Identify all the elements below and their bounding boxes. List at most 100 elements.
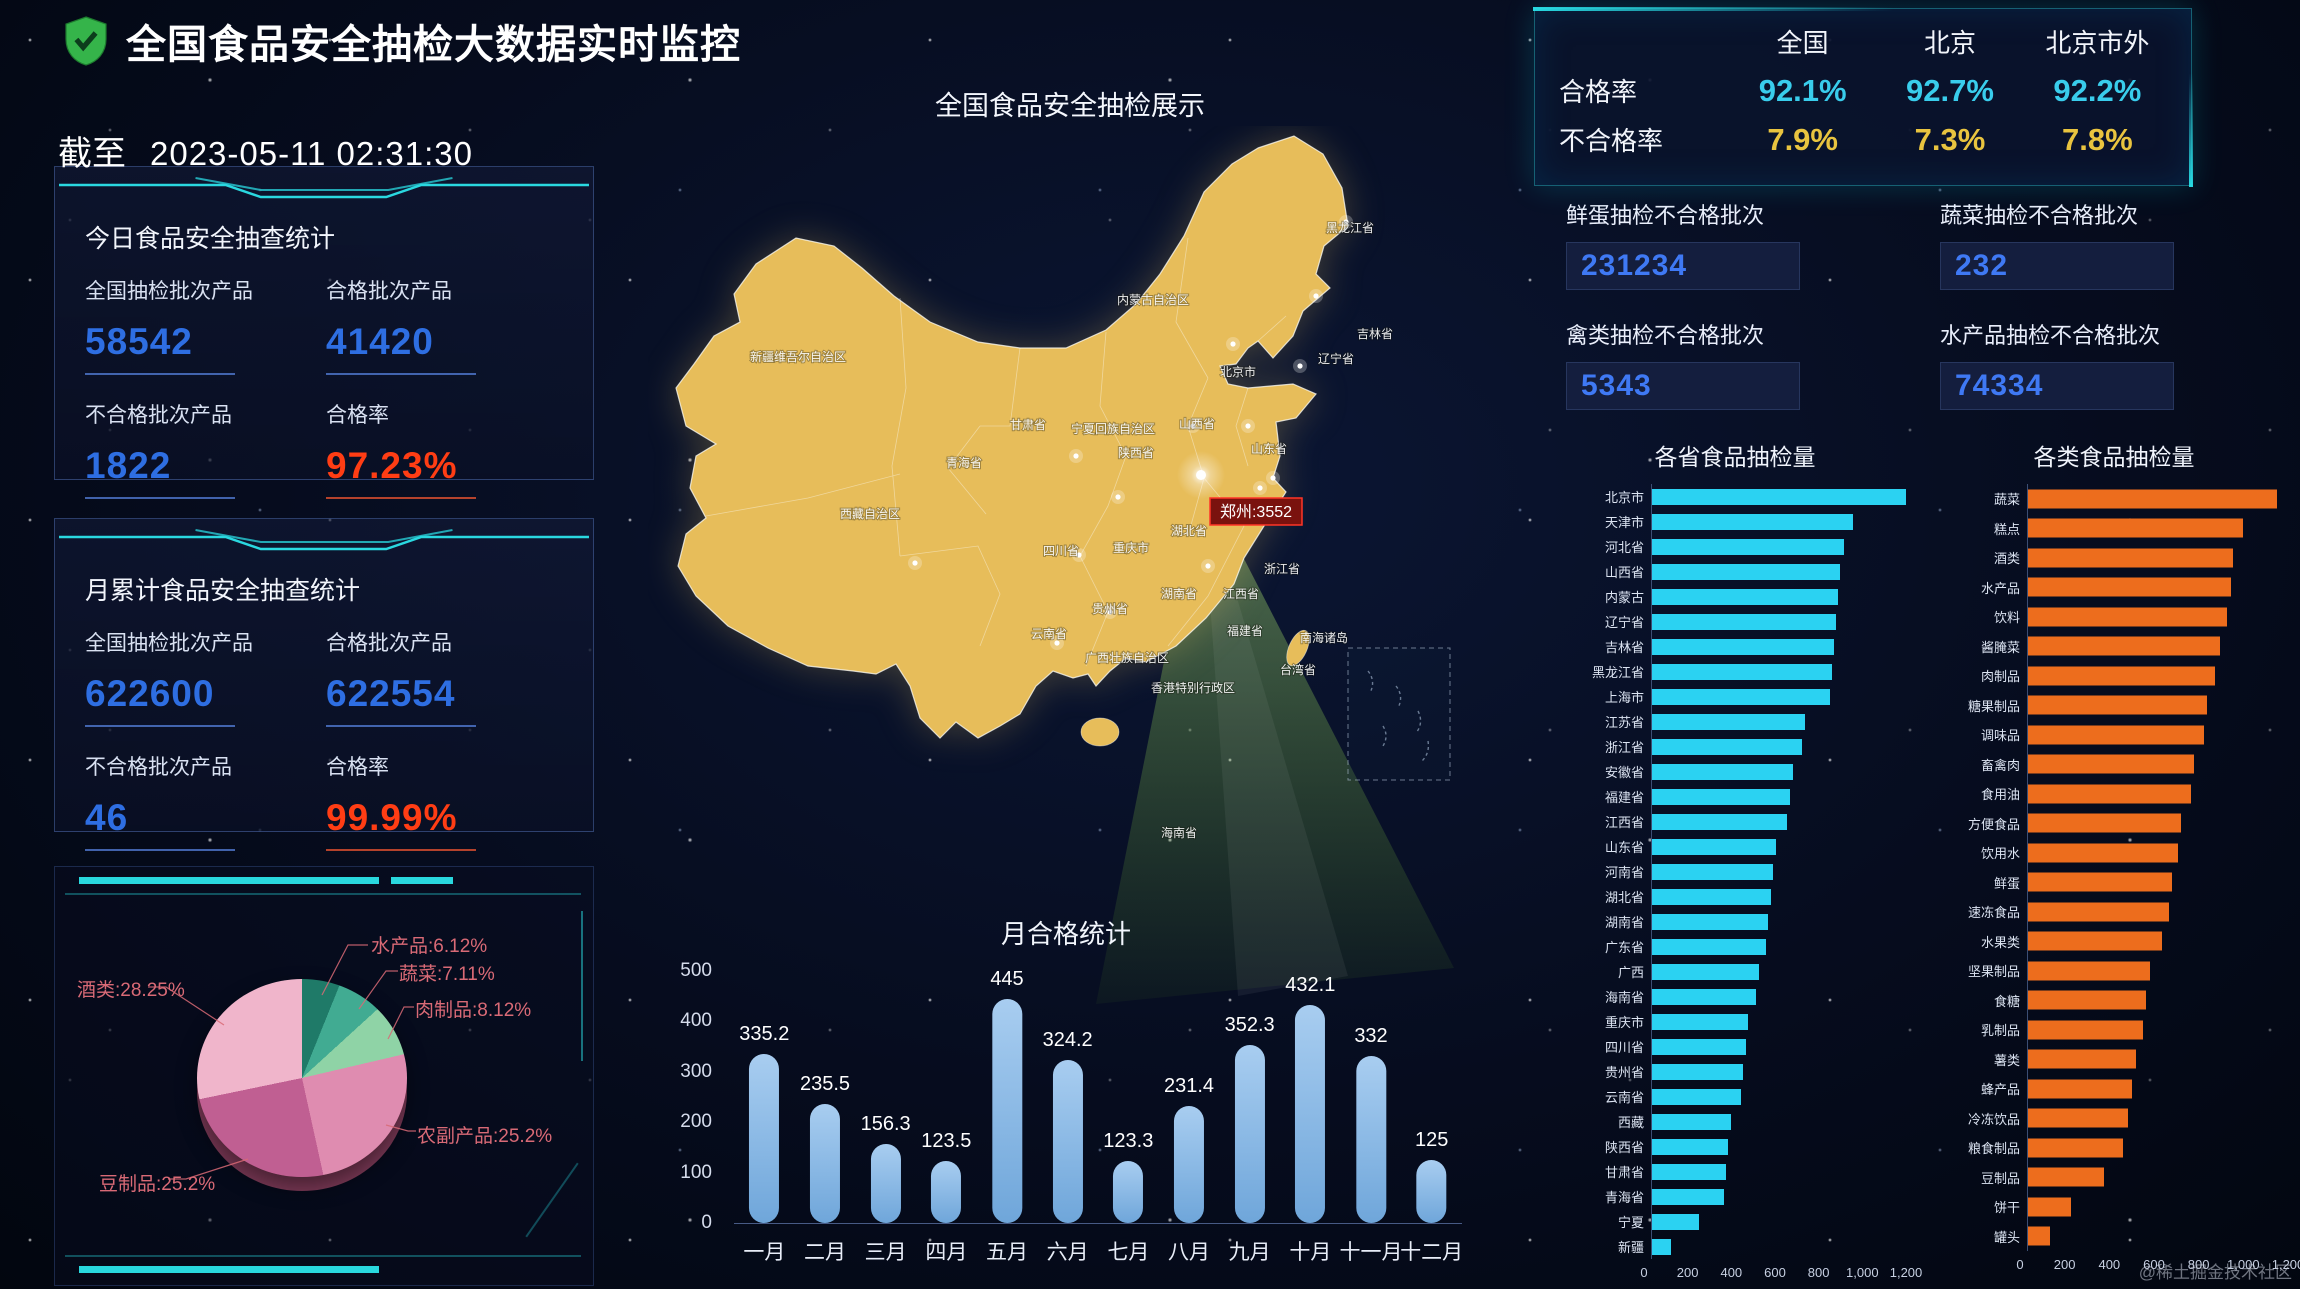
hbar[interactable]: [1652, 688, 1830, 705]
hbar-row[interactable]: 饮用水: [1940, 838, 2288, 868]
hbar-row[interactable]: 调味品: [1940, 720, 2288, 750]
hbar[interactable]: [2028, 695, 2207, 715]
month-bar[interactable]: 156.3: [861, 1113, 911, 1223]
bar[interactable]: [1174, 1106, 1204, 1223]
bar[interactable]: [810, 1104, 840, 1223]
bar[interactable]: [1052, 1059, 1083, 1223]
month-bar[interactable]: 352.3: [1225, 1014, 1275, 1223]
month-bar[interactable]: 125: [1415, 1129, 1448, 1223]
bar[interactable]: [1295, 1005, 1326, 1223]
hbar[interactable]: [2028, 843, 2178, 863]
hbar-row[interactable]: 方便食品: [1940, 808, 2288, 838]
hbar[interactable]: [2028, 961, 2151, 981]
hbar[interactable]: [1652, 963, 1759, 980]
hbar-row[interactable]: 广东省: [1564, 934, 1906, 959]
month-bar[interactable]: 123.3: [1103, 1130, 1153, 1223]
hbar[interactable]: [1652, 563, 1841, 580]
hbar-row[interactable]: 粮食制品: [1940, 1133, 2288, 1163]
bar[interactable]: [931, 1160, 962, 1223]
food-type-sampling-bar-chart[interactable]: 各类食品抽检量 蔬菜 糕点 酒类 水产品 饮料 酱腌菜 肉制品 糖果制品 调味品 畜禽肉 食用油 方便…: [1940, 438, 2300, 1279]
bar[interactable]: [1356, 1055, 1386, 1223]
hbar-row[interactable]: 冷冻饮品: [1940, 1103, 2288, 1133]
hbar-row[interactable]: 鲜蛋: [1940, 867, 2288, 897]
hbar-row[interactable]: 水产品: [1940, 572, 2288, 602]
bar[interactable]: [749, 1054, 780, 1223]
hbar[interactable]: [1652, 1013, 1749, 1030]
hbar-row[interactable]: 宁夏: [1564, 1209, 1906, 1234]
hbar-row[interactable]: 河南省: [1564, 859, 1906, 884]
hbar[interactable]: [2028, 1138, 2124, 1158]
hbar-row[interactable]: 江苏省: [1564, 709, 1906, 734]
hbar[interactable]: [2028, 1197, 2072, 1217]
hbar-row[interactable]: 天津市: [1564, 509, 1906, 534]
hbar-row[interactable]: 新疆: [1564, 1234, 1906, 1259]
month-bar[interactable]: 335.2: [739, 1023, 789, 1223]
monthly-pass-bar-chart[interactable]: 月合格统计 0 100 200 300 400 500 335.2 235.5 156.3 12…: [656, 914, 1476, 1264]
hbar-row[interactable]: 辽宁省: [1564, 609, 1906, 634]
hbar-row[interactable]: 饮料: [1940, 602, 2288, 632]
hbar-row[interactable]: 食用油: [1940, 779, 2288, 809]
hbar-row[interactable]: 内蒙古: [1564, 584, 1906, 609]
hbar[interactable]: [2028, 872, 2173, 892]
hbar[interactable]: [2028, 902, 2169, 922]
hbar[interactable]: [2028, 607, 2228, 627]
hbar[interactable]: [1652, 888, 1771, 905]
hbar-row[interactable]: 云南省: [1564, 1084, 1906, 1109]
hbar[interactable]: [2028, 1079, 2132, 1099]
hbar[interactable]: [2028, 725, 2204, 745]
hbar[interactable]: [1652, 913, 1769, 930]
hbar-row[interactable]: 甘肃省: [1564, 1159, 1906, 1184]
hbar-row[interactable]: 广西: [1564, 959, 1906, 984]
hbar-row[interactable]: 酒类: [1940, 543, 2288, 573]
hbar[interactable]: [1652, 938, 1767, 955]
bar[interactable]: [1113, 1160, 1144, 1223]
hbar-row[interactable]: 吉林省: [1564, 634, 1906, 659]
hbar[interactable]: [1652, 663, 1832, 680]
hbar[interactable]: [1652, 513, 1854, 530]
month-bar[interactable]: 332: [1354, 1025, 1388, 1223]
hbar-row[interactable]: 湖北省: [1564, 884, 1906, 909]
hbar[interactable]: [2028, 548, 2233, 568]
hbar-row[interactable]: 食糖: [1940, 985, 2288, 1015]
hbar[interactable]: [2028, 1049, 2137, 1069]
hbar[interactable]: [1652, 1188, 1724, 1205]
bar[interactable]: [1234, 1045, 1265, 1223]
hbar[interactable]: [1652, 863, 1773, 880]
hbar[interactable]: [1652, 813, 1788, 830]
hbar[interactable]: [2028, 813, 2181, 833]
hbar[interactable]: [1652, 1213, 1699, 1230]
hbar[interactable]: [2028, 1226, 2050, 1246]
hbar-row[interactable]: 福建省: [1564, 784, 1906, 809]
month-bar[interactable]: 231.4: [1164, 1075, 1214, 1223]
month-bar[interactable]: 123.5: [921, 1130, 971, 1223]
hbar-row[interactable]: 糖果制品: [1940, 690, 2288, 720]
hbar-row[interactable]: 饼干: [1940, 1192, 2288, 1222]
china-map[interactable]: 郑州:3552 黑龙江省 内蒙古自治区 吉林省 辽宁省 北京市 新疆维吾尔自治区 甘肃省 宁夏…: [648, 126, 1493, 1031]
hbar[interactable]: [1652, 538, 1844, 555]
hbar[interactable]: [2028, 931, 2163, 951]
hbar-row[interactable]: 豆制品: [1940, 1162, 2288, 1192]
hbar[interactable]: [1652, 1138, 1729, 1155]
hbar[interactable]: [1652, 488, 1906, 505]
hbar-row[interactable]: 罐头: [1940, 1221, 2288, 1251]
hbar[interactable]: [2028, 990, 2147, 1010]
hbar-row[interactable]: 北京市: [1564, 484, 1906, 509]
hbar-row[interactable]: 河北省: [1564, 534, 1906, 559]
hbar[interactable]: [1652, 588, 1839, 605]
hbar-row[interactable]: 畜禽肉: [1940, 749, 2288, 779]
hbar[interactable]: [1652, 1063, 1744, 1080]
hbar-row[interactable]: 蔬菜: [1940, 484, 2288, 514]
hbar-row[interactable]: 山西省: [1564, 559, 1906, 584]
hbar[interactable]: [1652, 1163, 1727, 1180]
hbar[interactable]: [2028, 754, 2194, 774]
hbar[interactable]: [2028, 666, 2216, 686]
hbar-row[interactable]: 乳制品: [1940, 1015, 2288, 1045]
bar[interactable]: [1416, 1160, 1447, 1223]
hbar-row[interactable]: 薯类: [1940, 1044, 2288, 1074]
hbar-row[interactable]: 陕西省: [1564, 1134, 1906, 1159]
hbar[interactable]: [2028, 1020, 2143, 1040]
hbar-row[interactable]: 湖南省: [1564, 909, 1906, 934]
hbar-row[interactable]: 四川省: [1564, 1034, 1906, 1059]
month-bar[interactable]: 324.2: [1043, 1029, 1093, 1223]
hbar[interactable]: [1652, 638, 1835, 655]
